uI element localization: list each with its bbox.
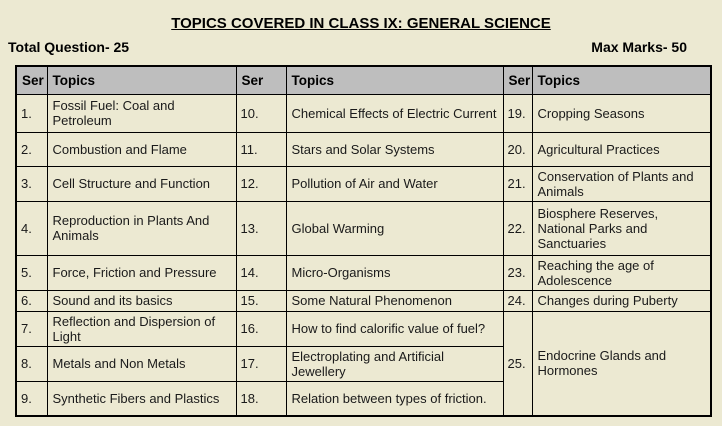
topic-cell: Agricultural Practices bbox=[531, 131, 712, 167]
ser-cell: 8. bbox=[15, 345, 48, 382]
header-topics-1: Topics bbox=[46, 65, 237, 95]
topic-cell: Stars and Solar Systems bbox=[285, 131, 504, 167]
table-row: 3. Cell Structure and Function 12. Pollu… bbox=[15, 165, 712, 202]
header-ser-3: Ser bbox=[502, 65, 533, 95]
ser-cell: 2. bbox=[15, 131, 48, 167]
topic-cell: Relation between types of friction. bbox=[285, 380, 504, 417]
ser-cell: 5. bbox=[15, 254, 48, 291]
topic-cell: Micro-Organisms bbox=[285, 254, 504, 291]
total-questions-label: Total Question- 25 bbox=[8, 39, 130, 55]
topic-cell: Cropping Seasons bbox=[531, 93, 712, 133]
ser-cell: 17. bbox=[235, 345, 287, 382]
ser-cell: 7. bbox=[15, 310, 48, 347]
ser-cell: 18. bbox=[235, 380, 287, 417]
ser-cell: 9. bbox=[15, 380, 48, 417]
ser-cell: 12. bbox=[235, 165, 287, 202]
table-row: 6. Sound and its basics 15. Some Natural… bbox=[15, 289, 712, 312]
table-header-row: Ser Topics Ser Topics Ser Topics bbox=[15, 65, 712, 95]
topic-cell: Changes during Puberty bbox=[531, 289, 712, 312]
ser-cell: 16. bbox=[235, 310, 287, 347]
table-row: 2. Combustion and Flame 11. Stars and So… bbox=[15, 131, 712, 167]
header-topics-3: Topics bbox=[531, 65, 712, 95]
ser-cell: 24. bbox=[502, 289, 533, 312]
topic-cell: Combustion and Flame bbox=[46, 131, 237, 167]
ser-cell: 3. bbox=[15, 165, 48, 202]
meta-row: Total Question- 25 Max Marks- 50 bbox=[0, 32, 722, 55]
topic-cell: Metals and Non Metals bbox=[46, 345, 237, 382]
topic-cell: Conservation of Plants and Animals bbox=[531, 165, 712, 202]
topic-cell: Reaching the age of Adolescence bbox=[531, 254, 712, 291]
ser-cell: 21. bbox=[502, 165, 533, 202]
ser-cell: 19. bbox=[502, 93, 533, 133]
document-page: TOPICS COVERED IN CLASS IX: GENERAL SCIE… bbox=[0, 15, 722, 417]
header-topics-2: Topics bbox=[285, 65, 504, 95]
page-title: TOPICS COVERED IN CLASS IX: GENERAL SCIE… bbox=[171, 15, 551, 32]
table-row: 5. Force, Friction and Pressure 14. Micr… bbox=[15, 254, 712, 291]
topic-cell: Fossil Fuel: Coal and Petroleum bbox=[46, 93, 237, 133]
ser-cell: 20. bbox=[502, 131, 533, 167]
ser-cell: 14. bbox=[235, 254, 287, 291]
topic-cell: Force, Friction and Pressure bbox=[46, 254, 237, 291]
ser-cell: 23. bbox=[502, 254, 533, 291]
topic-cell: Global Warming bbox=[285, 200, 504, 256]
ser-cell: 15. bbox=[235, 289, 287, 312]
topic-cell: Reproduction in Plants And Animals bbox=[46, 200, 237, 256]
topic-cell: Electroplating and Artificial Jewellery bbox=[285, 345, 504, 382]
ser-cell: 6. bbox=[15, 289, 48, 312]
topic-cell: Sound and its basics bbox=[46, 289, 237, 312]
header-ser-2: Ser bbox=[235, 65, 287, 95]
topic-cell: Cell Structure and Function bbox=[46, 165, 237, 202]
topic-cell: Some Natural Phenomenon bbox=[285, 289, 504, 312]
topic-cell: Pollution of Air and Water bbox=[285, 165, 504, 202]
table-row: 9. Synthetic Fibers and Plastics 18. Rel… bbox=[15, 380, 711, 417]
topic-cell: Reflection and Dispersion of Light bbox=[46, 310, 237, 347]
max-marks-label: Max Marks- 50 bbox=[591, 39, 687, 55]
ser-cell: 13. bbox=[235, 200, 287, 256]
topic-cell-merged: Endocrine Glands and Hormones bbox=[531, 310, 712, 417]
header-ser-1: Ser bbox=[15, 65, 48, 95]
table-row: 1. Fossil Fuel: Coal and Petroleum 10. C… bbox=[15, 93, 712, 133]
topics-table: Ser Topics Ser Topics Ser Topics 1. Foss… bbox=[15, 65, 712, 417]
ser-cell: 1. bbox=[15, 93, 48, 133]
topic-cell: Chemical Effects of Electric Current bbox=[285, 93, 504, 133]
ser-cell-merged: 25. bbox=[502, 310, 533, 417]
ser-cell: 22. bbox=[502, 200, 533, 256]
topic-cell: How to find calorific value of fuel? bbox=[285, 310, 504, 347]
table-row: 4. Reproduction in Plants And Animals 13… bbox=[15, 200, 712, 256]
ser-cell: 10. bbox=[235, 93, 287, 133]
topic-cell: Biosphere Reserves, National Parks and S… bbox=[531, 200, 712, 256]
table-row: 7. Reflection and Dispersion of Light 16… bbox=[15, 310, 712, 417]
ser-cell: 11. bbox=[235, 131, 287, 167]
topic-cell: Synthetic Fibers and Plastics bbox=[46, 380, 237, 417]
ser-cell: 4. bbox=[15, 200, 48, 256]
